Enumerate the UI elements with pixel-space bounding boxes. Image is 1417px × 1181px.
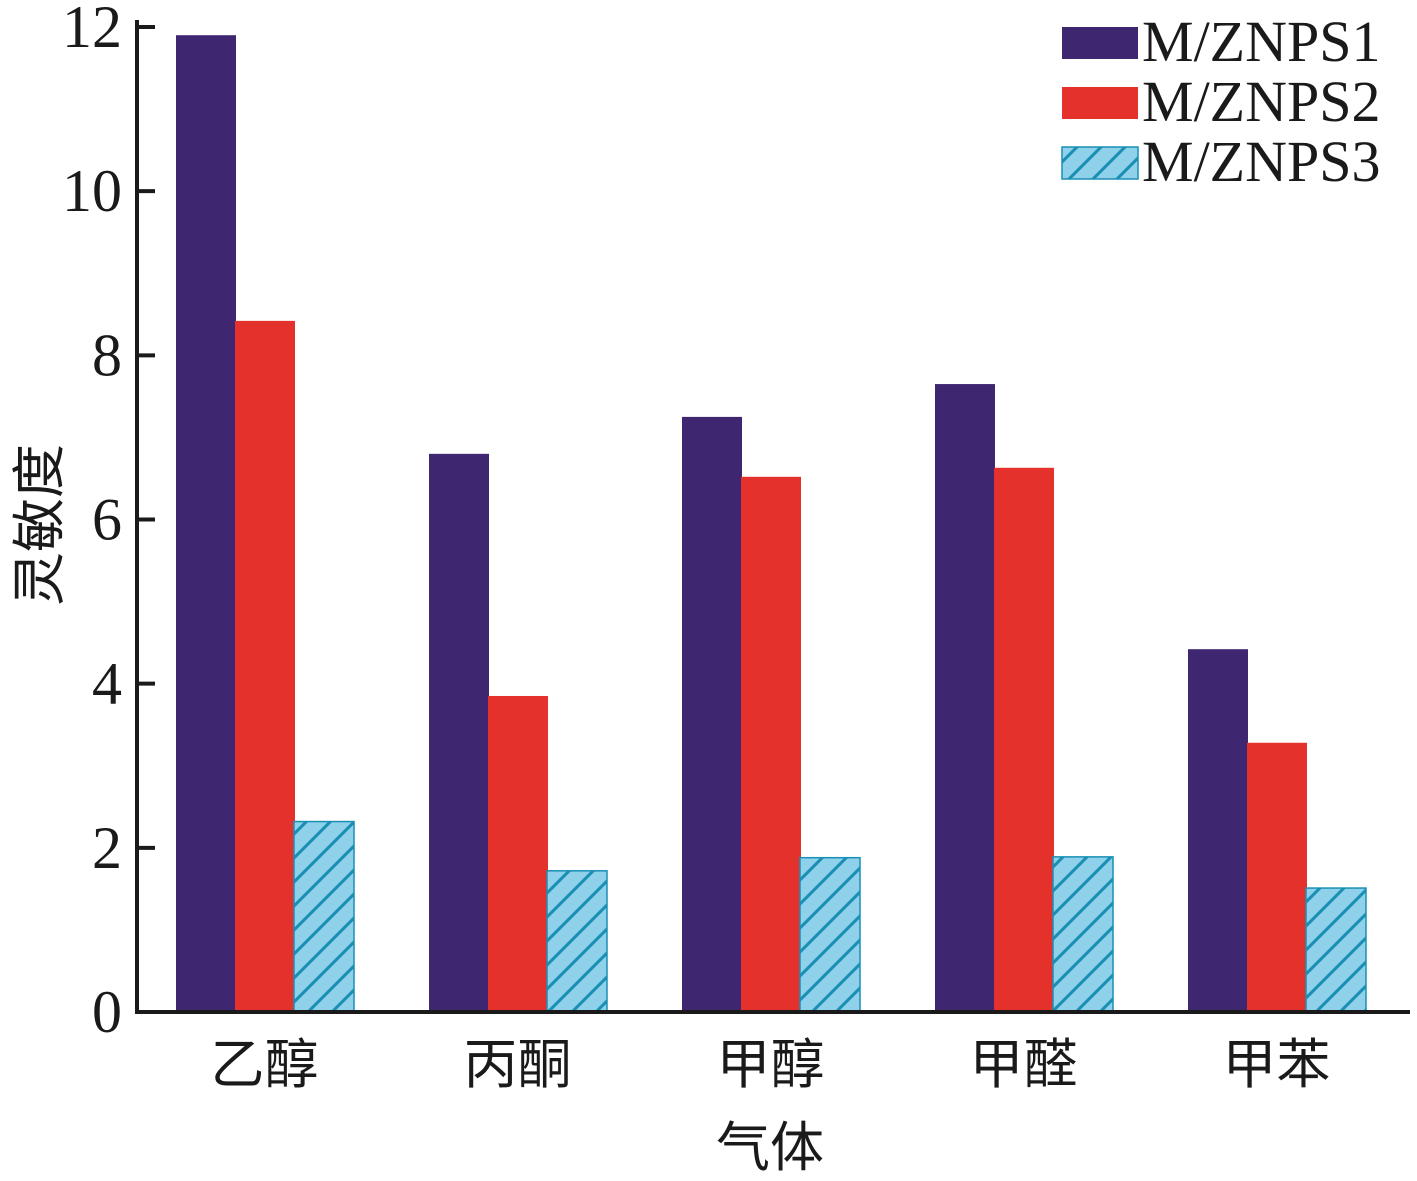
bar-1-4 (935, 384, 995, 1012)
bar-3-3 (799, 856, 861, 1013)
bar-1-3 (682, 416, 742, 1012)
legend-label: M/ZNPS1 (1142, 9, 1381, 74)
bar-3-1 (293, 820, 355, 1013)
x-category-label: 甲醛 (970, 1033, 1078, 1096)
bar-2-4 (994, 467, 1054, 1013)
bar-1-5 (1188, 649, 1248, 1012)
bar-1-1 (176, 35, 236, 1013)
y-tick-label: 8 (92, 322, 122, 388)
bar-2-5 (1247, 742, 1307, 1012)
y-tick-label: 10 (62, 158, 122, 224)
x-category-label: 甲醇 (717, 1033, 825, 1096)
y-ticks-group: 0 2 4 6 8 10 12 (62, 0, 155, 1045)
x-category-label: 甲苯 (1223, 1033, 1331, 1096)
y-tick-label: 4 (92, 651, 122, 717)
bar-2-1 (235, 320, 295, 1012)
x-labels-group: 乙醇 丙酮 甲醇 甲醛 甲苯 (211, 1033, 1331, 1096)
legend-swatch (1062, 27, 1138, 59)
legend-swatch (1062, 87, 1138, 119)
bar-3-5 (1305, 887, 1367, 1013)
y-axis-title: 灵敏度 (8, 444, 71, 606)
x-axis-title: 气体 (716, 1116, 824, 1179)
x-category-label: 乙醇 (211, 1033, 319, 1096)
x-category-label: 丙酮 (464, 1033, 572, 1096)
bars-group (176, 35, 1367, 1013)
y-tick-label: 6 (92, 487, 122, 553)
bar-2-2 (488, 695, 548, 1012)
legend-label: M/ZNPS2 (1142, 69, 1381, 134)
legend-label: M/ZNPS3 (1142, 129, 1381, 194)
bar-3-4 (1052, 856, 1114, 1013)
y-tick-label: 0 (92, 979, 122, 1045)
bar-1-2 (429, 453, 489, 1012)
bar-2-3 (741, 476, 801, 1013)
y-tick-label: 2 (92, 815, 122, 881)
legend-swatch (1061, 146, 1139, 180)
bar-3-2 (546, 870, 608, 1013)
y-tick-label: 12 (62, 0, 122, 60)
